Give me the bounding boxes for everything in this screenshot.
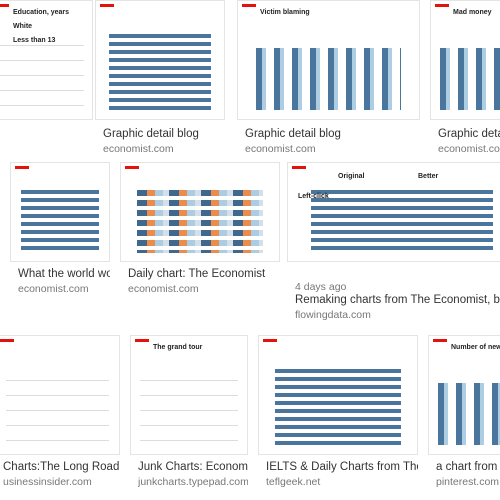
thumb-text: Better: [418, 173, 439, 180]
thumb-text: Education, years: [13, 9, 70, 16]
result-source: usinessinsider.com: [3, 476, 92, 488]
chart-preview: [136, 190, 264, 254]
logo-tag: [125, 166, 139, 169]
logo-tag: [433, 339, 447, 342]
thumb-text: Original: [338, 173, 365, 180]
chart-preview: [310, 190, 494, 254]
result-source: economist.com: [438, 143, 500, 155]
chart-preview: [5, 365, 110, 443]
thumbnail[interactable]: [258, 335, 418, 455]
thumbnail[interactable]: [0, 335, 120, 455]
thumb-text: The grand tour: [153, 344, 203, 351]
logo-tag: [100, 4, 114, 7]
result-source: junkcharts.typepad.com: [138, 476, 248, 488]
thumb-text: Left-click: [298, 193, 329, 200]
thumb-text: Victim blaming: [260, 9, 310, 16]
chart-preview: [108, 34, 212, 110]
thumbnail[interactable]: [10, 162, 110, 262]
thumb-text: Mad money: [453, 9, 492, 16]
thumb-text: White: [13, 23, 33, 30]
result-age: 4 days ago: [295, 281, 347, 293]
result-source: economist.com: [245, 143, 316, 155]
result-title[interactable]: Graphic detail b: [438, 128, 500, 140]
thumbnail[interactable]: Number of newspaper article: [428, 335, 500, 455]
logo-tag: [0, 4, 9, 7]
chart-preview: [0, 30, 84, 108]
chart-preview: [274, 369, 402, 445]
logo-tag: [0, 339, 14, 342]
logo-tag: [292, 166, 306, 169]
result-title[interactable]: IELTS & Daily Charts from The Econo...: [266, 461, 418, 473]
result-source: teflgeek.net: [266, 476, 321, 488]
thumbnail[interactable]: Mad money: [430, 0, 500, 120]
chart-preview: [256, 48, 401, 110]
logo-tag: [135, 339, 149, 342]
result-title[interactable]: What the world worries a...: [18, 268, 110, 280]
result-title[interactable]: Junk Charts: Economist: [138, 461, 248, 473]
result-source: pinterest.com: [436, 476, 500, 488]
chart-preview: [437, 383, 500, 445]
result-title[interactable]: Charts:The Long Road To Recov...: [3, 461, 120, 473]
chart-preview: [140, 365, 238, 443]
result-title[interactable]: Graphic detail blog: [245, 128, 341, 140]
result-title[interactable]: Daily chart: The Economist: [128, 268, 266, 280]
result-title[interactable]: a chart from The E: [436, 461, 500, 473]
thumbnail[interactable]: Education, years White Less than 13: [0, 0, 93, 120]
result-source: economist.com: [103, 143, 174, 155]
thumbnail[interactable]: [95, 0, 225, 120]
thumbnail[interactable]: The grand tour: [130, 335, 248, 455]
chart-preview: [439, 48, 500, 110]
logo-tag: [242, 4, 256, 7]
chart-preview: [20, 190, 100, 254]
thumb-text: Less than 13: [13, 37, 56, 44]
logo-tag: [435, 4, 449, 7]
logo-tag: [15, 166, 29, 169]
thumbnail[interactable]: Victim blaming: [237, 0, 420, 120]
thumb-text: Number of newspaper article: [451, 344, 500, 351]
result-source: economist.com: [18, 283, 89, 295]
thumbnail[interactable]: Original Better Left-click: [287, 162, 500, 262]
thumbnail[interactable]: [120, 162, 280, 262]
logo-tag: [263, 339, 277, 342]
result-title[interactable]: Remaking charts from The Economist, by .…: [295, 294, 500, 306]
result-source: economist.com: [128, 283, 199, 295]
result-source: flowingdata.com: [295, 309, 371, 321]
result-title[interactable]: Graphic detail blog: [103, 128, 199, 140]
